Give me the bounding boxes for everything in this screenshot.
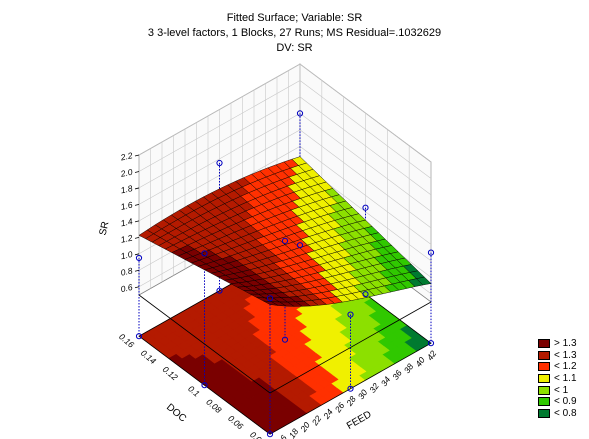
legend-swatch xyxy=(538,350,550,360)
z-tick xyxy=(134,171,140,173)
legend-item: < 1.2 xyxy=(538,361,577,373)
legend-swatch xyxy=(538,408,550,418)
z-tick xyxy=(134,269,140,272)
z-tick-label: 1.8 xyxy=(120,183,134,195)
observed-point-floor xyxy=(135,333,143,340)
observed-point xyxy=(296,110,304,117)
observed-point xyxy=(135,254,143,262)
x-tick-label: 0.08 xyxy=(204,397,223,415)
observed-point-floor xyxy=(427,340,435,347)
chart-title: Fitted Surface; Variable: SR xyxy=(226,12,363,24)
z-tick xyxy=(134,204,140,206)
legend-item: > 1.3 xyxy=(538,338,577,350)
legend-swatch xyxy=(538,385,550,395)
z-tick xyxy=(134,253,140,256)
z-tick-label: 1.4 xyxy=(120,216,134,228)
surface-cell xyxy=(263,300,279,306)
z-tick xyxy=(134,154,140,157)
z-tick-label: 2.0 xyxy=(119,167,134,180)
legend-label: < 1 xyxy=(554,384,569,396)
legend-label: < 0.8 xyxy=(554,407,577,419)
legend-item: < 1 xyxy=(538,384,577,396)
z-tick xyxy=(134,220,140,223)
legend-swatch xyxy=(538,362,550,372)
observed-point xyxy=(216,159,223,167)
y-axis-title: FEED xyxy=(345,409,374,432)
z-tick xyxy=(134,236,140,239)
z-tick-label: 1.0 xyxy=(120,249,134,261)
axis-frame xyxy=(269,301,432,394)
x-tick-label: 0.12 xyxy=(161,364,180,382)
observed-point xyxy=(201,250,208,257)
observed-point xyxy=(281,237,289,244)
observed-point-floor xyxy=(201,382,208,389)
legend-label: < 1.2 xyxy=(554,361,577,373)
axis-frame xyxy=(138,294,271,394)
observed-point xyxy=(362,204,369,211)
x-tick-label: 0.04 xyxy=(248,429,267,439)
observed-point-floor xyxy=(296,242,304,249)
legend-item: < 0.8 xyxy=(538,408,577,420)
observed-point xyxy=(347,311,354,318)
y-tick-label: 16 xyxy=(275,433,289,439)
observed-point-floor xyxy=(216,287,223,294)
z-tick-label: 1.6 xyxy=(120,200,134,212)
legend: > 1.3 < 1.3 < 1.2 < 1.1 < 1 < 0.9 < 0.8 xyxy=(538,338,577,419)
observed-point-floor xyxy=(266,431,274,438)
x-tick-label: 0.1 xyxy=(186,383,202,398)
legend-swatch xyxy=(538,374,550,384)
z-tick xyxy=(134,187,140,190)
legend-item: < 0.9 xyxy=(538,396,577,408)
z-tick-label: 2.2 xyxy=(119,150,134,163)
observed-point-floor xyxy=(362,291,369,298)
observed-point-floor xyxy=(347,385,354,392)
legend-swatch xyxy=(538,397,550,407)
chart-subtitle: 3 3-level factors, 1 Blocks, 27 Runs; MS… xyxy=(147,27,442,39)
z-tick-label: 0.8 xyxy=(120,265,134,277)
z-tick-label: 1.2 xyxy=(120,232,134,244)
x-axis-title: DOC xyxy=(164,402,188,425)
z-tick xyxy=(134,286,140,289)
legend-swatch xyxy=(538,339,550,349)
legend-item: < 1.3 xyxy=(538,350,577,362)
observed-point xyxy=(427,249,435,256)
chart-dv-label: DV: SR xyxy=(276,42,313,54)
x-tick-label: 0.16 xyxy=(117,331,136,349)
observed-point xyxy=(266,295,274,302)
legend-label: < 1.1 xyxy=(554,373,577,385)
y-tick-label: 42 xyxy=(425,348,439,362)
legend-label: > 1.3 xyxy=(554,338,577,350)
z-axis-title: SR xyxy=(98,221,112,237)
z-tick-label: 0.6 xyxy=(120,282,134,294)
x-tick-label: 0.06 xyxy=(226,413,245,431)
legend-label: < 0.9 xyxy=(554,396,577,408)
observed-point-floor xyxy=(281,336,289,343)
legend-item: < 1.1 xyxy=(538,373,577,385)
legend-label: < 1.3 xyxy=(554,349,577,361)
x-tick-label: 0.14 xyxy=(139,348,158,366)
